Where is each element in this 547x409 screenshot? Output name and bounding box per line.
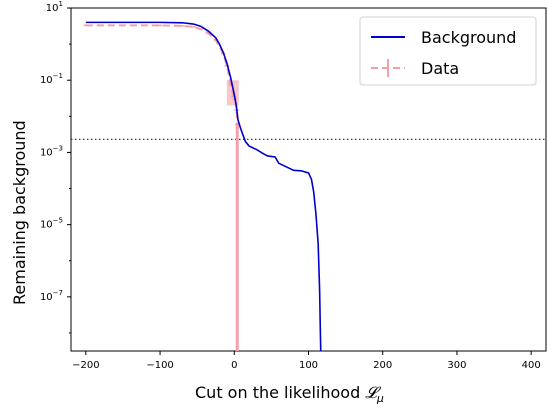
- x-tick-label: −200: [72, 360, 99, 371]
- y-tick-label: 10−3: [40, 144, 63, 158]
- x-axis-ticks: −200 −100 0 100 200 300 400: [72, 351, 541, 371]
- x-tick-label: 400: [522, 360, 541, 371]
- y-tick-label: 101: [46, 0, 63, 14]
- x-tick-label: 100: [299, 360, 318, 371]
- y-axis-ticks: 101 10−1 10−3 10−5 10−7: [40, 0, 71, 334]
- x-tick-label: −100: [146, 360, 173, 371]
- legend-data-label: Data: [421, 59, 459, 78]
- y-tick-label: 10−1: [40, 72, 63, 86]
- x-tick-label: 0: [231, 360, 237, 371]
- chart-marks: [71, 21, 546, 352]
- y-tick-label: 10−7: [40, 289, 63, 303]
- x-tick-label: 200: [373, 360, 392, 371]
- x-axis-label-subscript: μ: [376, 392, 384, 405]
- legend-background-label: Background: [421, 28, 516, 47]
- x-axis-label-text: Cut on the likelihood: [195, 383, 360, 402]
- x-tick-label: 300: [447, 360, 466, 371]
- x-axis-label: Cut on the likelihood 𝓛μ: [195, 383, 384, 405]
- y-tick-label: 10−5: [40, 217, 63, 231]
- legend: Background Data: [359, 16, 537, 86]
- background-series-line: [85, 21, 322, 352]
- y-axis-label: Remaining background: [10, 120, 29, 305]
